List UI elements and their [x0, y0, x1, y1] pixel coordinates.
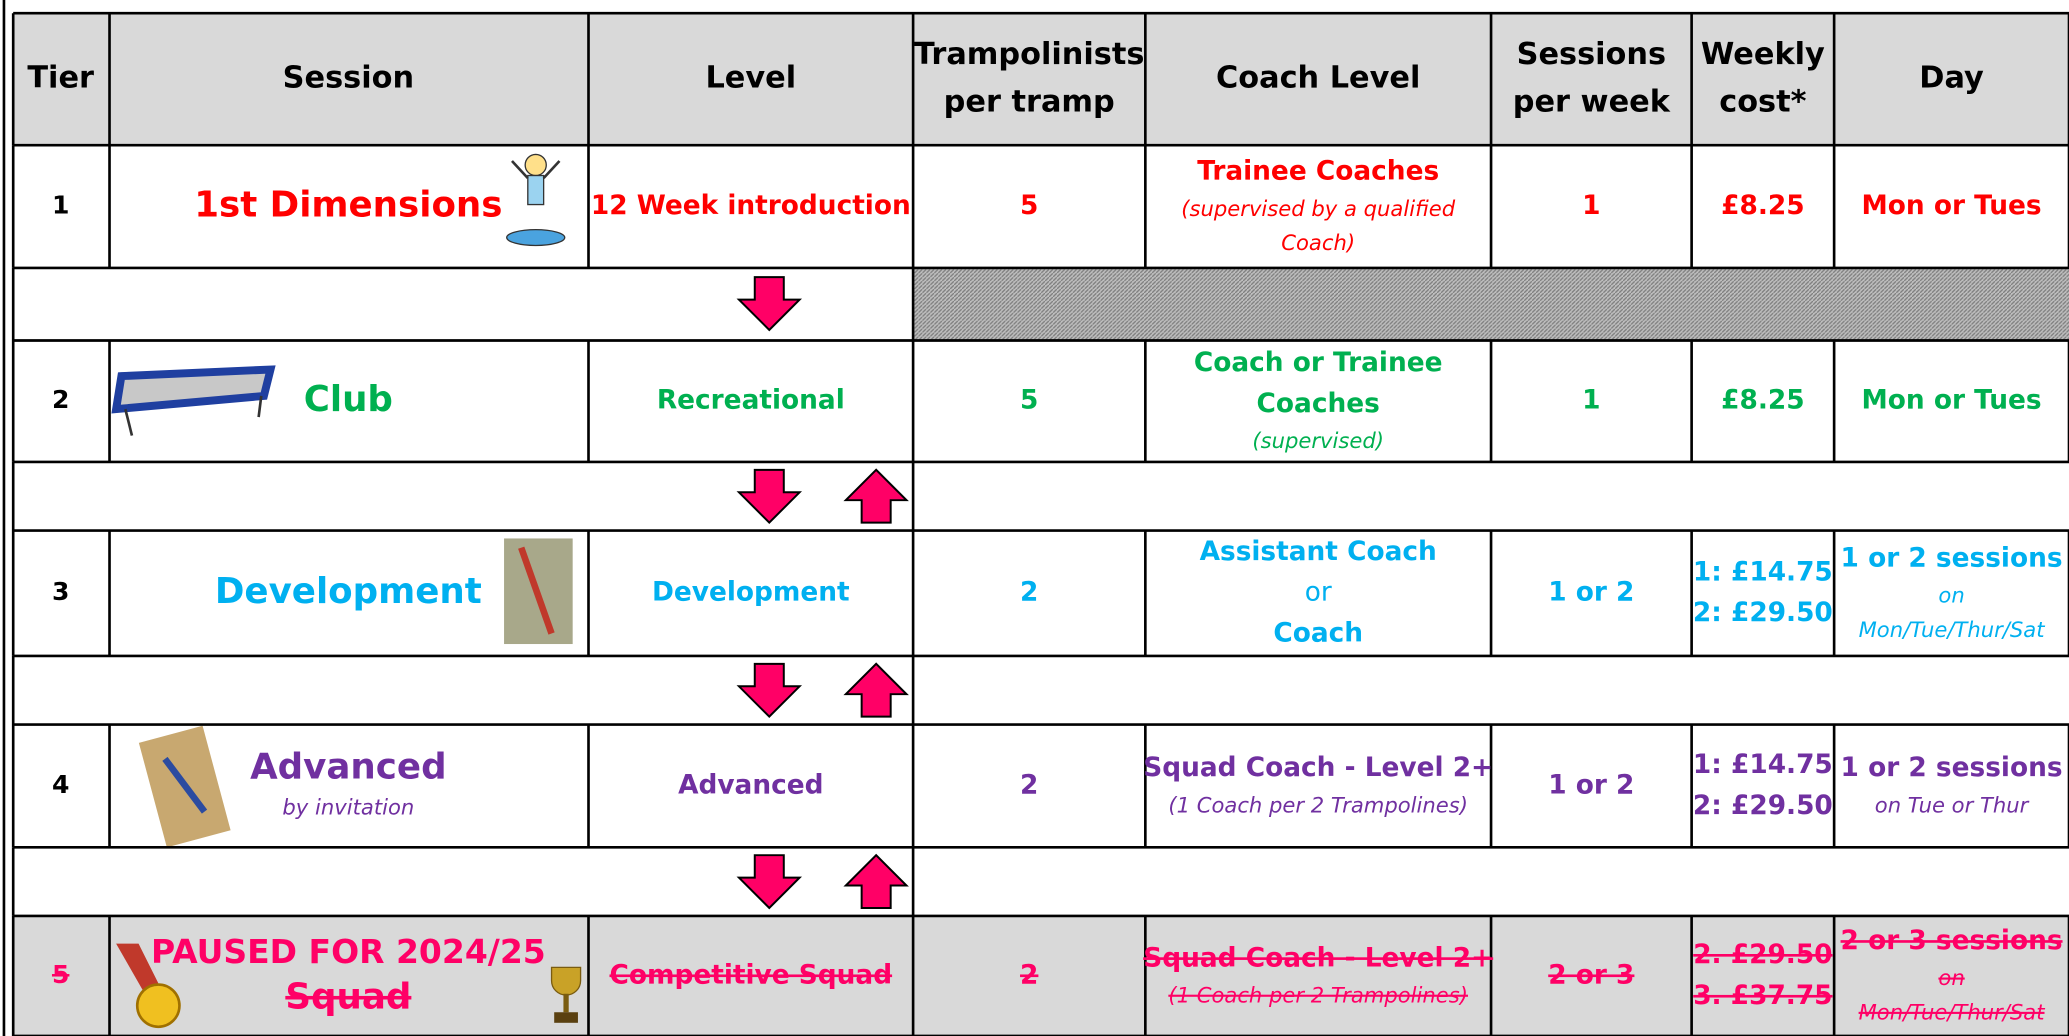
- cell-text: 5: [1020, 386, 1038, 416]
- arrow-down: [737, 662, 801, 718]
- arrow-down: [737, 276, 801, 331]
- cell-text: Tier: [27, 61, 94, 96]
- cell-text: Assistant Coach: [1200, 537, 1437, 567]
- cell-text: 3. £37.75: [1693, 981, 1832, 1011]
- cell-text: 3: [52, 577, 69, 606]
- cell-text: or: [1305, 578, 1332, 608]
- cell-text: Squad Coach - Level 2+: [1143, 753, 1493, 783]
- cell-text: Day: [1919, 61, 1984, 96]
- cell-text: Development: [215, 571, 482, 612]
- cell-text: Recreational: [657, 386, 845, 416]
- cell-text: Coach: [1273, 619, 1363, 649]
- cell-text: 2 or 3 sessions: [1841, 926, 2063, 956]
- cell-text: £8.25: [1721, 191, 1804, 221]
- cell-text: on: [1938, 583, 1964, 608]
- cell-text: per tramp: [944, 84, 1115, 119]
- cell-text: £8.25: [1721, 386, 1804, 416]
- cell-text: 5: [52, 960, 69, 989]
- cell-text: 1 or 2: [1548, 770, 1634, 800]
- cell-text: 1: [1582, 386, 1600, 416]
- cell-text: Squad: [285, 976, 411, 1017]
- cell-text: Coach or Trainee: [1194, 348, 1443, 378]
- cell-text: by invitation: [282, 794, 414, 819]
- cell-text: 1: £14.75: [1693, 557, 1833, 587]
- cell-text: 1 or 2: [1548, 578, 1634, 608]
- cell-text: 1: [52, 191, 69, 220]
- cell-text: Trampolinists: [914, 37, 1144, 72]
- cell-text: Mon/Tue/Thur/Sat: [1859, 617, 2046, 642]
- cell-text: 1st Dimensions: [194, 185, 502, 226]
- trampoline-clipart: [506, 153, 566, 247]
- arrow-down: [737, 468, 801, 524]
- cell-text: 2: [52, 385, 69, 414]
- cell-text: Sessions: [1517, 37, 1666, 72]
- cell-text: 5: [1020, 191, 1038, 221]
- cell-text: 1: £14.75: [1693, 750, 1833, 780]
- arrow-down: [737, 854, 801, 909]
- cell-text: 2: £29.50: [1693, 598, 1833, 628]
- cell-text: 1 or 2 sessions: [1841, 753, 2063, 783]
- cell-text: 1 or 2 sessions: [1841, 543, 2063, 573]
- cell-text: (supervised): [1252, 428, 1384, 453]
- cell-text: (supervised by a qualified: [1181, 196, 1455, 221]
- cell-text: Coach): [1281, 230, 1355, 255]
- header-bg: [13, 13, 2069, 146]
- cell-text: Coach Level: [1216, 61, 1420, 96]
- arrow-up: [844, 854, 908, 909]
- cell-text: PAUSED FOR 2024/25: [151, 932, 546, 971]
- arrow-up: [844, 662, 908, 718]
- cell-text: Mon/Tue/Thur/Sat: [1859, 1000, 2046, 1025]
- cell-text: Session: [283, 61, 414, 96]
- cell-text: 2: [1020, 578, 1038, 608]
- cell-text: Development: [652, 578, 850, 608]
- cell-text: 2: [1020, 770, 1038, 800]
- cell-text: Mon or Tues: [1862, 191, 2042, 221]
- arrow-up: [844, 468, 908, 524]
- cell-text: cost*: [1719, 84, 1806, 119]
- medal-clipart: [116, 943, 181, 1029]
- cell-text: on: [1938, 965, 1964, 990]
- paused-row-bg: [13, 915, 2069, 1036]
- cell-text: per week: [1513, 84, 1671, 119]
- cell-text: 2. £29.50: [1693, 940, 1832, 970]
- cell-text: on Tue or Thur: [1875, 792, 2030, 817]
- cell-text: Club: [304, 379, 393, 420]
- cell-text: Advanced: [678, 770, 823, 800]
- cell-text: Mon or Tues: [1862, 386, 2042, 416]
- cell-text: Squad Coach - Level 2+: [1143, 943, 1493, 973]
- cell-text: Advanced: [250, 747, 446, 788]
- cell-text: (1 Coach per 2 Trampolines): [1168, 982, 1468, 1007]
- cell-text: 2 or 3: [1548, 960, 1634, 990]
- cell-text: Coaches: [1257, 389, 1380, 419]
- cell-text: (1 Coach per 2 Trampolines): [1168, 792, 1468, 817]
- trampoline-image: [111, 365, 276, 436]
- trophy-clipart: [550, 966, 582, 1023]
- cell-text: Weekly: [1701, 37, 1825, 72]
- cell-text: 4: [52, 770, 69, 799]
- cell-text: Competitive Squad: [610, 960, 893, 990]
- cell-text: Trainee Coaches: [1197, 157, 1439, 187]
- hatched-area: [913, 267, 2069, 341]
- cell-text: Level: [705, 61, 796, 96]
- cell-text: 12 Week introduction: [591, 191, 911, 221]
- cell-text: 1: [1582, 191, 1600, 221]
- cell-text: 2: [1020, 960, 1038, 990]
- cell-text: 2: £29.50: [1693, 791, 1833, 821]
